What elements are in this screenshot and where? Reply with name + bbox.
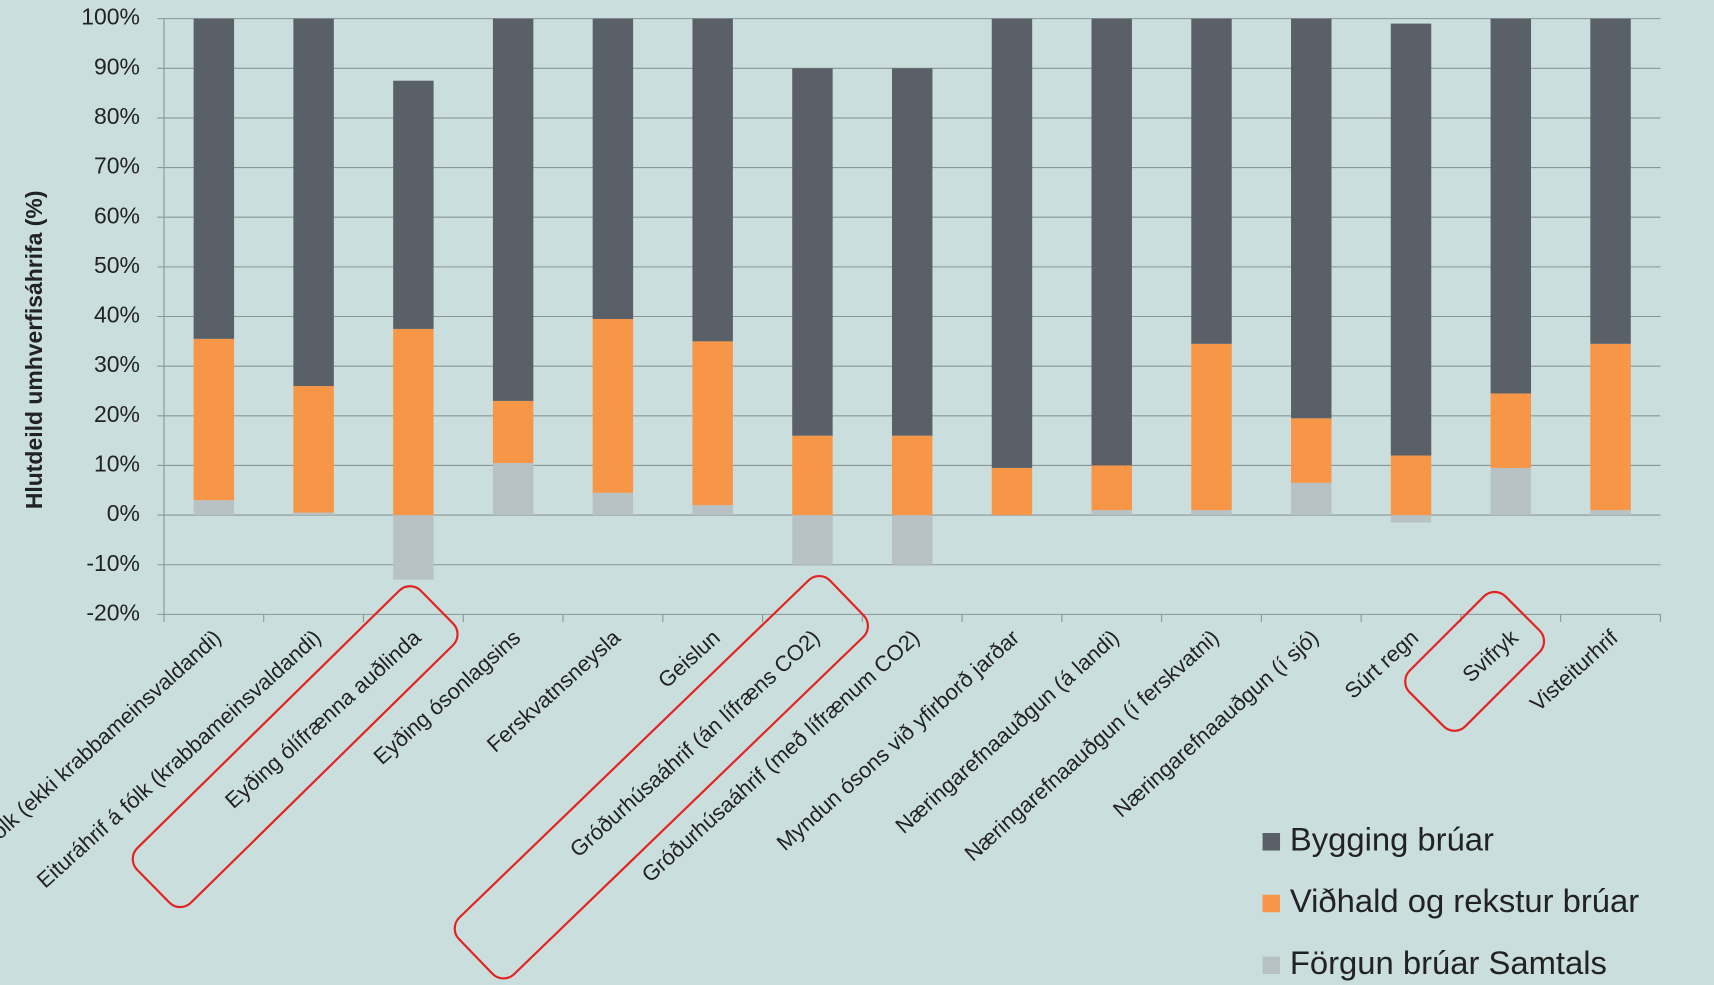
bar-segment bbox=[792, 515, 833, 565]
bar-segment bbox=[1091, 18, 1132, 466]
bar-segment bbox=[1490, 18, 1532, 394]
bar-segment bbox=[991, 467, 1033, 516]
bar-segment bbox=[193, 338, 235, 501]
bar-segment bbox=[692, 505, 733, 516]
x-tick-label: Eyðing ólífrænna auðlinda bbox=[220, 624, 426, 813]
legend-label: Förgun brúar Samtals bbox=[1290, 944, 1607, 981]
bar-segment bbox=[393, 328, 434, 516]
y-tick-label: 90% bbox=[94, 53, 140, 79]
y-tick-label: 40% bbox=[94, 302, 140, 328]
bar-segment bbox=[692, 18, 733, 342]
x-tick-label: Geislun bbox=[653, 625, 725, 693]
legend-swatch bbox=[1262, 956, 1281, 975]
bar-segment bbox=[1191, 510, 1232, 516]
bar-segment bbox=[393, 80, 434, 329]
bar-segment bbox=[1490, 393, 1532, 468]
y-tick-label: 80% bbox=[94, 103, 140, 129]
legend-label: Viðhald og rekstur brúar bbox=[1290, 882, 1639, 919]
y-tick-label: 60% bbox=[94, 202, 140, 228]
bar-segment bbox=[891, 68, 933, 436]
y-tick-label: 70% bbox=[94, 153, 140, 179]
bar-segment bbox=[193, 18, 235, 339]
bar-segment bbox=[492, 400, 534, 463]
bar-segment bbox=[1590, 343, 1631, 511]
bar-segment bbox=[1091, 510, 1132, 516]
y-tick-label: 10% bbox=[94, 451, 140, 477]
bar-segment bbox=[1390, 455, 1432, 516]
bar-segment bbox=[592, 318, 634, 493]
bar-segment bbox=[792, 68, 833, 436]
x-tick-label: Visteiturhrif bbox=[1525, 624, 1623, 716]
bar-segment bbox=[293, 386, 334, 513]
legend-swatch bbox=[1262, 894, 1281, 913]
legend-swatch bbox=[1262, 833, 1281, 851]
bar-segment bbox=[1390, 23, 1432, 456]
bar-segment bbox=[692, 341, 733, 506]
bar-segment bbox=[792, 435, 833, 516]
y-axis-title: Hlutdeild umhverfisáhrifa (%) bbox=[21, 191, 47, 510]
highlight-boxes bbox=[131, 574, 1546, 980]
legend-label: Bygging brúar bbox=[1290, 820, 1494, 857]
y-tick-label: 100% bbox=[81, 4, 140, 30]
bar-segment bbox=[492, 462, 534, 516]
bar-segment bbox=[1191, 18, 1232, 344]
bar-segment bbox=[293, 512, 334, 516]
highlight-box bbox=[131, 585, 459, 909]
bar-segment bbox=[293, 18, 334, 387]
y-tick-label: -10% bbox=[86, 550, 140, 576]
bar-segment bbox=[492, 18, 534, 401]
bar-segment bbox=[891, 515, 933, 565]
y-tick-label: 30% bbox=[94, 351, 140, 377]
bar-segment bbox=[891, 435, 933, 516]
y-tick-label: 0% bbox=[107, 500, 140, 526]
bar-segment bbox=[1091, 465, 1132, 511]
bar-segment bbox=[1590, 510, 1631, 516]
highlight-box bbox=[453, 574, 869, 980]
bar-segment bbox=[592, 492, 634, 516]
bar-segment bbox=[1590, 18, 1631, 344]
bar-segment bbox=[193, 500, 235, 516]
bar-segment bbox=[1291, 18, 1332, 419]
x-tick-label: Næringarefnaauðgun (í sjó) bbox=[1108, 625, 1323, 822]
y-tick-label: 20% bbox=[94, 401, 140, 427]
bar-segment bbox=[1291, 418, 1332, 483]
bar-segment bbox=[592, 18, 634, 319]
y-tick-label: -20% bbox=[86, 599, 140, 625]
bar-segment bbox=[1191, 343, 1232, 511]
highlight-box bbox=[1404, 590, 1546, 732]
bar-segment bbox=[991, 18, 1033, 468]
bar-segment bbox=[1490, 467, 1532, 516]
bar-segment bbox=[393, 515, 434, 580]
y-tick-label: 50% bbox=[94, 252, 140, 278]
x-tick-label: Súrt regn bbox=[1340, 625, 1424, 704]
bar-segment bbox=[1390, 515, 1432, 523]
bar-segment bbox=[1291, 482, 1332, 516]
